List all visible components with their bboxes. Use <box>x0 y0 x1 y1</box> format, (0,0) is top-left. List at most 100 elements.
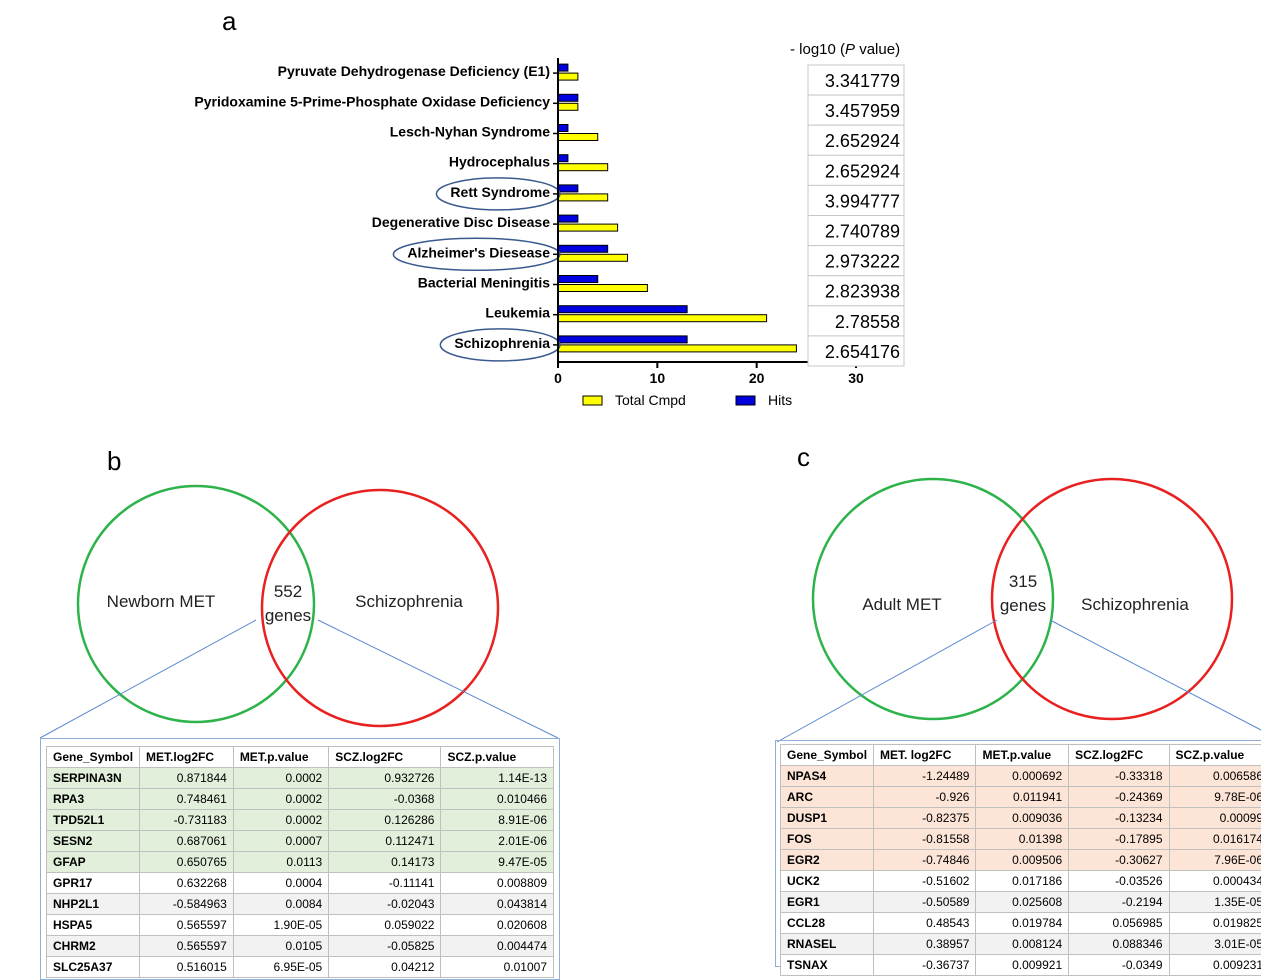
value-cell: -0.926 <box>874 787 976 808</box>
value-cell: 0.025608 <box>976 892 1069 913</box>
gene-table-newborn: Gene_Symbol MET.log2FC MET.p.value SCZ.l… <box>46 746 554 978</box>
bar-hits-alzheimer-s-diesease <box>558 245 608 252</box>
venn-c-zoom-line-right <box>1050 620 1261 730</box>
venn-b-right-label: Schizophrenia <box>355 592 463 611</box>
x-tick-label-10: 10 <box>650 370 666 386</box>
bar-hits-pyruvate-dehydrogenase-deficiency-e1 <box>558 64 568 71</box>
value-cell: -0.24369 <box>1069 787 1169 808</box>
bar-total-cmpd-pyridoxamine-5-prime-phosphate-oxidase-deficiency <box>558 103 578 110</box>
chart-legend: Total Cmpd Hits <box>583 392 792 408</box>
pvalue-header: - log10 (P value) <box>790 41 900 58</box>
col-header-scz-pvalue: SCZ.p.value <box>1169 745 1261 766</box>
venn-c-unit: genes <box>1000 596 1046 615</box>
value-cell: 0.000434 <box>1169 871 1261 892</box>
col-header-met-log2fc: MET.log2FC <box>140 747 234 768</box>
value-cell: 0.687061 <box>140 831 234 852</box>
x-tick-label-20: 20 <box>749 370 765 386</box>
category-label-bacterial-meningitis: Bacterial Meningitis <box>418 275 550 291</box>
gene-symbol-cell: SLC25A37 <box>47 957 140 978</box>
bar-hits-schizophrenia <box>558 336 687 343</box>
value-cell: -0.17895 <box>1069 829 1169 850</box>
value-cell: 0.004474 <box>441 936 554 957</box>
col-header-scz-log2fc: SCZ.log2FC <box>329 747 441 768</box>
value-cell: 0.0002 <box>233 810 328 831</box>
pvalue-rett-syndrome: 3.994777 <box>825 191 900 211</box>
value-cell: 0.0007 <box>233 831 328 852</box>
value-cell: -0.11141 <box>329 873 441 894</box>
value-cell: 0.0105 <box>233 936 328 957</box>
panel-letter-a: a <box>222 6 237 36</box>
value-cell: 0.000692 <box>976 766 1069 787</box>
value-cell: -0.74846 <box>874 850 976 871</box>
venn-b-zoom-line-left <box>40 620 256 738</box>
value-cell: 0.00099 <box>1169 808 1261 829</box>
legend-swatch-hits <box>736 396 755 405</box>
value-cell: 0.565597 <box>140 936 234 957</box>
venn-c-left-label: Adult MET <box>862 595 941 614</box>
value-cell: -0.13234 <box>1069 808 1169 829</box>
value-cell: -0.731183 <box>140 810 234 831</box>
gene-symbol-cell: FOS <box>781 829 874 850</box>
gene-symbol-cell: TPD52L1 <box>47 810 140 831</box>
value-cell: 1.90E-05 <box>233 915 328 936</box>
value-cell: 0.019784 <box>976 913 1069 934</box>
bar-total-cmpd-leukemia <box>558 315 767 322</box>
legend-swatch-total-cmpd <box>583 396 602 405</box>
gene-symbol-cell: RPA3 <box>47 789 140 810</box>
bar-total-cmpd-lesch-nyhan-syndrome <box>558 134 598 141</box>
value-cell: -0.81558 <box>874 829 976 850</box>
value-cell: 0.0084 <box>233 894 328 915</box>
col-header-gene-symbol: Gene_Symbol <box>781 745 874 766</box>
gene-symbol-cell: CHRM2 <box>47 936 140 957</box>
gene-symbol-cell: HSPA5 <box>47 915 140 936</box>
category-label-schizophrenia: Schizophrenia <box>454 335 550 351</box>
gene-symbol-cell: EGR2 <box>781 850 874 871</box>
category-label-rett-syndrome: Rett Syndrome <box>450 184 550 200</box>
category-label-lesch-nyhan-syndrome: Lesch-Nyhan Syndrome <box>390 124 550 140</box>
legend-label-hits: Hits <box>768 392 792 408</box>
category-label-hydrocephalus: Hydrocephalus <box>449 154 550 170</box>
gene-symbol-cell: EGR1 <box>781 892 874 913</box>
value-cell: 0.565597 <box>140 915 234 936</box>
category-label-alzheimer-s-diesease: Alzheimer's Diesease <box>407 244 550 260</box>
value-cell: 8.91E-06 <box>441 810 554 831</box>
value-cell: 0.009921 <box>976 955 1069 976</box>
col-header-met-pvalue: MET.p.value <box>976 745 1069 766</box>
value-cell: 0.0002 <box>233 768 328 789</box>
gene-symbol-cell: DUSP1 <box>781 808 874 829</box>
pvalue-bacterial-meningitis: 2.823938 <box>825 282 900 302</box>
value-cell: -0.0368 <box>329 789 441 810</box>
value-cell: 7.96E-06 <box>1169 850 1261 871</box>
value-cell: 0.043814 <box>441 894 554 915</box>
value-cell: -0.03526 <box>1069 871 1169 892</box>
gene-symbol-cell: UCK2 <box>781 871 874 892</box>
value-cell: 0.056985 <box>1069 913 1169 934</box>
venn-diagram-b: Newborn MET Schizophrenia 552 genes <box>40 486 558 738</box>
col-header-met-pvalue: MET.p.value <box>233 747 328 768</box>
panel-letter-b: b <box>107 446 121 476</box>
value-cell: 0.019825 <box>1169 913 1261 934</box>
value-cell: -0.30627 <box>1069 850 1169 871</box>
value-cell: 0.009231 <box>1169 955 1261 976</box>
value-cell: 0.020608 <box>441 915 554 936</box>
bar-total-cmpd-schizophrenia <box>558 345 796 352</box>
value-cell: -0.05825 <box>329 936 441 957</box>
bar-total-cmpd-bacterial-meningitis <box>558 285 647 292</box>
pvalue-pyridoxamine-5-prime-phosphate-oxidase-deficiency: 3.457959 <box>825 101 900 121</box>
venn-diagram-c: Adult MET Schizophrenia 315 genes <box>777 479 1261 742</box>
pvalue-schizophrenia: 2.654176 <box>825 342 900 362</box>
value-cell: 0.38957 <box>874 934 976 955</box>
gene-symbol-cell: SERPINA3N <box>47 768 140 789</box>
value-cell: 6.95E-05 <box>233 957 328 978</box>
value-cell: 0.017186 <box>976 871 1069 892</box>
